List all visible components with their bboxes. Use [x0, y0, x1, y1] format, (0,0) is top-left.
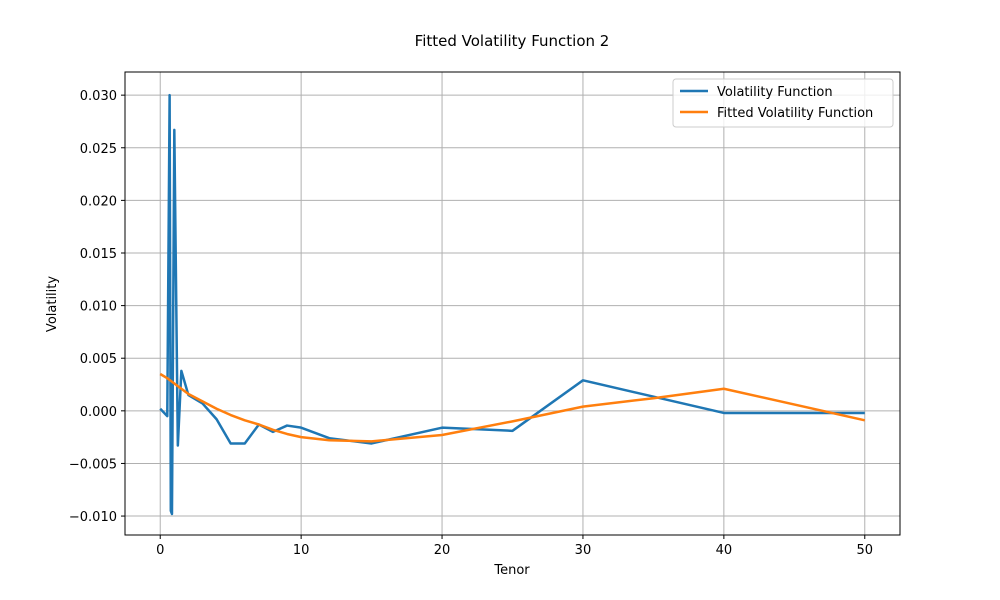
y-tick-label: 0.005 [80, 352, 117, 367]
y-tick-label: 0.030 [80, 89, 117, 104]
y-tick-label: −0.010 [69, 510, 117, 525]
y-axis-label: Volatility [45, 276, 60, 332]
y-axis: −0.010 −0.005 0.000 0.005 0.010 0.015 0.020 0.0… [69, 89, 125, 525]
y-tick-label: −0.005 [69, 457, 117, 472]
x-tick-label: 0 [156, 543, 164, 558]
x-tick-label: 20 [434, 543, 451, 558]
x-axis: 0 10 20 30 40 50 [156, 535, 873, 558]
series-lines [159, 93, 866, 516]
legend-label-volatility-function: Volatility Function [717, 85, 833, 100]
series-line-fitted-volatility-function [159, 372, 866, 443]
y-tick-label: 0.025 [80, 142, 117, 157]
x-tick-label: 40 [716, 543, 733, 558]
y-tick-label: 0.010 [80, 300, 117, 315]
y-tick-label: 0.020 [80, 194, 117, 209]
x-tick-label: 10 [293, 543, 310, 558]
x-axis-label: Tenor [493, 563, 530, 578]
grid [125, 72, 900, 535]
legend-label-fitted-volatility-function: Fitted Volatility Function [717, 106, 873, 121]
plot-frame [124, 71, 901, 536]
legend-box [672, 78, 894, 128]
legend: Volatility Function Fitted Volatility Fu… [672, 78, 894, 128]
x-tick-label: 30 [575, 543, 592, 558]
y-tick-label: 0.015 [80, 247, 117, 262]
series-line-volatility-function [159, 93, 865, 516]
x-tick-label: 50 [856, 543, 873, 558]
y-tick-label: 0.000 [80, 405, 117, 420]
chart-title: Fitted Volatility Function 2 [415, 32, 610, 50]
